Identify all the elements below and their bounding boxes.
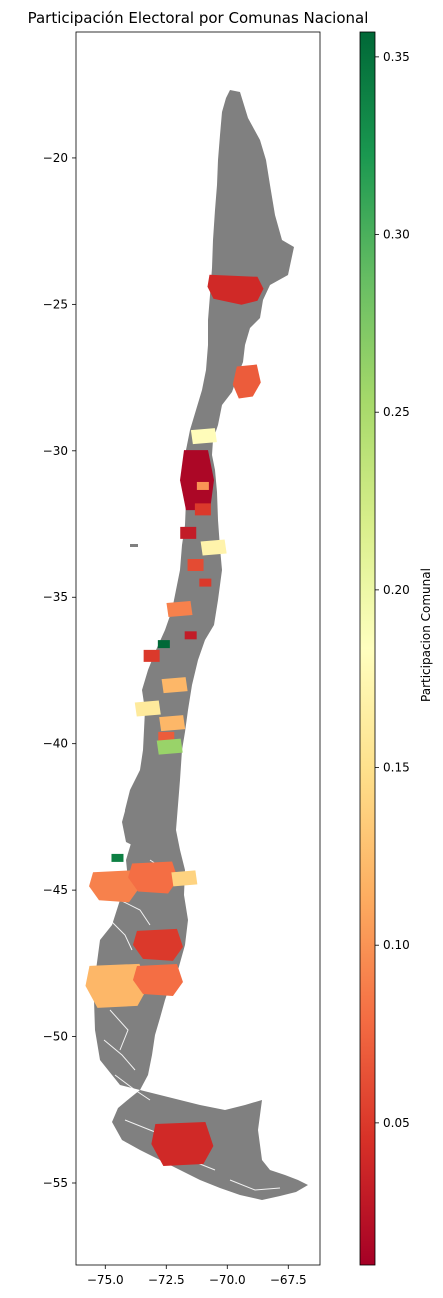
comuna-region (89, 870, 140, 903)
colorbar-ticks: 0.05 0.10 0.15 0.20 0.25 0.30 0.35 (375, 50, 410, 1130)
comuna-region (111, 853, 124, 862)
y-tick-label: −30 (43, 444, 68, 458)
comuna-region (132, 963, 183, 996)
comuna-regions (85, 274, 264, 1166)
y-tick-label: −40 (43, 737, 68, 751)
comuna-region (200, 539, 227, 556)
comuna-region (157, 640, 170, 649)
x-tick-label: −75.0 (87, 1273, 124, 1287)
y-tick-label: −45 (43, 883, 68, 897)
colorbar-tick-label: 0.20 (383, 583, 410, 597)
y-tick-label: −50 (43, 1030, 68, 1044)
x-tick-label: −70.0 (209, 1273, 246, 1287)
comuna-region (161, 677, 188, 694)
chart-title: Participación Electoral por Comunas Naci… (28, 9, 369, 27)
comuna-region (187, 559, 204, 572)
x-tick-label: −72.5 (148, 1273, 185, 1287)
colorbar-tick-label: 0.15 (383, 761, 410, 775)
colorbar-tick-label: 0.25 (383, 405, 410, 419)
colorbar (359, 31, 376, 1266)
comuna-region (190, 428, 217, 445)
comuna-region (166, 600, 193, 617)
comuna-region (194, 503, 211, 516)
comuna-region (207, 274, 264, 305)
mainland-north (94, 90, 294, 1090)
x-tick-label: −67.5 (270, 1273, 307, 1287)
comuna-region (159, 715, 186, 732)
map-ticks: −75.0 −72.5 −70.0 −67.5 −20 −25 −30 −35 −40 −45 −5… (43, 151, 307, 1287)
colorbar-tick-label: 0.10 (383, 938, 410, 952)
comuna-region (151, 1121, 214, 1166)
comuna-region (128, 861, 179, 894)
comuna-region (184, 631, 197, 640)
comuna-region (132, 928, 183, 961)
comuna-region (232, 364, 261, 399)
comuna-region (171, 870, 198, 887)
y-tick-label: −20 (43, 151, 68, 165)
chiloe-island (122, 796, 146, 848)
y-tick-label: −35 (43, 590, 68, 604)
comuna-region (156, 738, 183, 755)
island-speck (130, 544, 138, 547)
comuna-region (85, 963, 148, 1008)
comuna-region (196, 481, 209, 490)
comuna-region (180, 450, 214, 511)
colorbar-tick-label: 0.05 (383, 1116, 410, 1130)
colorbar-tick-label: 0.35 (383, 50, 410, 64)
map-axes-frame (75, 31, 321, 1266)
comuna-region (180, 526, 197, 539)
comuna-region (143, 649, 160, 662)
y-tick-label: −25 (43, 297, 68, 311)
comuna-region (199, 578, 212, 587)
y-tick-label: −55 (43, 1176, 68, 1190)
colorbar-label: Participacion Comunal (419, 568, 433, 702)
colorbar-tick-label: 0.30 (383, 228, 410, 242)
comuna-region (134, 700, 161, 717)
